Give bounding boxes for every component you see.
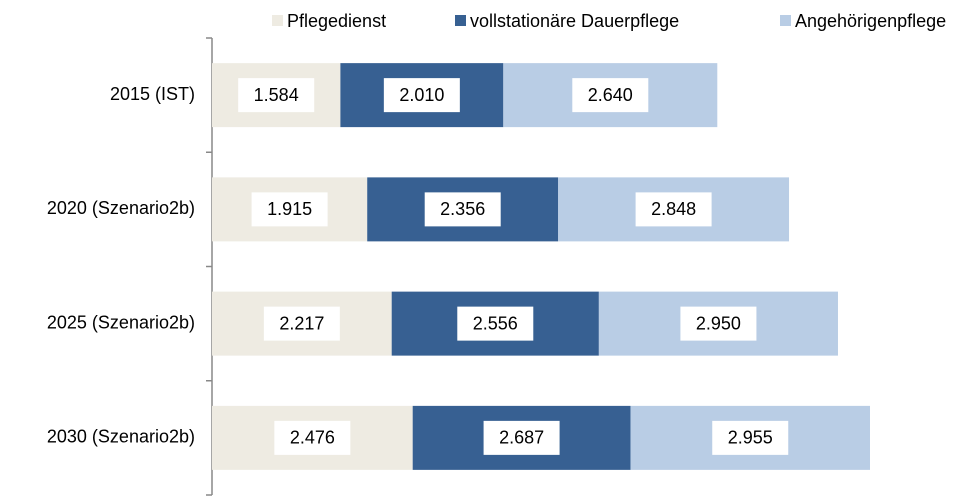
label-box (680, 306, 757, 341)
label-box (424, 192, 501, 227)
label-box (457, 306, 534, 341)
data-label: 1.915 (267, 199, 312, 219)
data-label: 2.556 (473, 313, 518, 333)
y-tick-label: 2015 (IST) (110, 84, 195, 104)
data-label: 2.217 (279, 313, 324, 333)
data-label: 2.950 (696, 313, 741, 333)
data-label: 2.476 (290, 428, 335, 448)
data-label: 2.640 (588, 85, 633, 105)
data-label: 1.584 (254, 85, 299, 105)
legend-swatch (780, 15, 791, 26)
legend-swatch (455, 15, 466, 26)
label-box (383, 78, 460, 113)
legend-label: Angehörigenpflege (795, 11, 946, 31)
data-label: 2.687 (499, 428, 544, 448)
y-tick-label: 2025 (Szenario2b) (47, 312, 195, 332)
legend-swatch (272, 15, 283, 26)
data-label: 2.955 (728, 428, 773, 448)
label-box (263, 306, 340, 341)
data-label: 2.010 (399, 85, 444, 105)
label-box (572, 78, 649, 113)
y-tick-label: 2030 (Szenario2b) (47, 427, 195, 447)
data-label: 2.356 (440, 199, 485, 219)
label-box (635, 192, 712, 227)
legend-label: Pflegedienst (287, 11, 386, 31)
label-box (238, 78, 315, 113)
label-box (251, 192, 328, 227)
label-box (274, 420, 351, 455)
label-box (712, 420, 789, 455)
y-tick-label: 2020 (Szenario2b) (47, 198, 195, 218)
data-label: 2.848 (651, 199, 696, 219)
legend-label: vollstationäre Dauerpflege (470, 11, 679, 31)
label-box (483, 420, 560, 455)
